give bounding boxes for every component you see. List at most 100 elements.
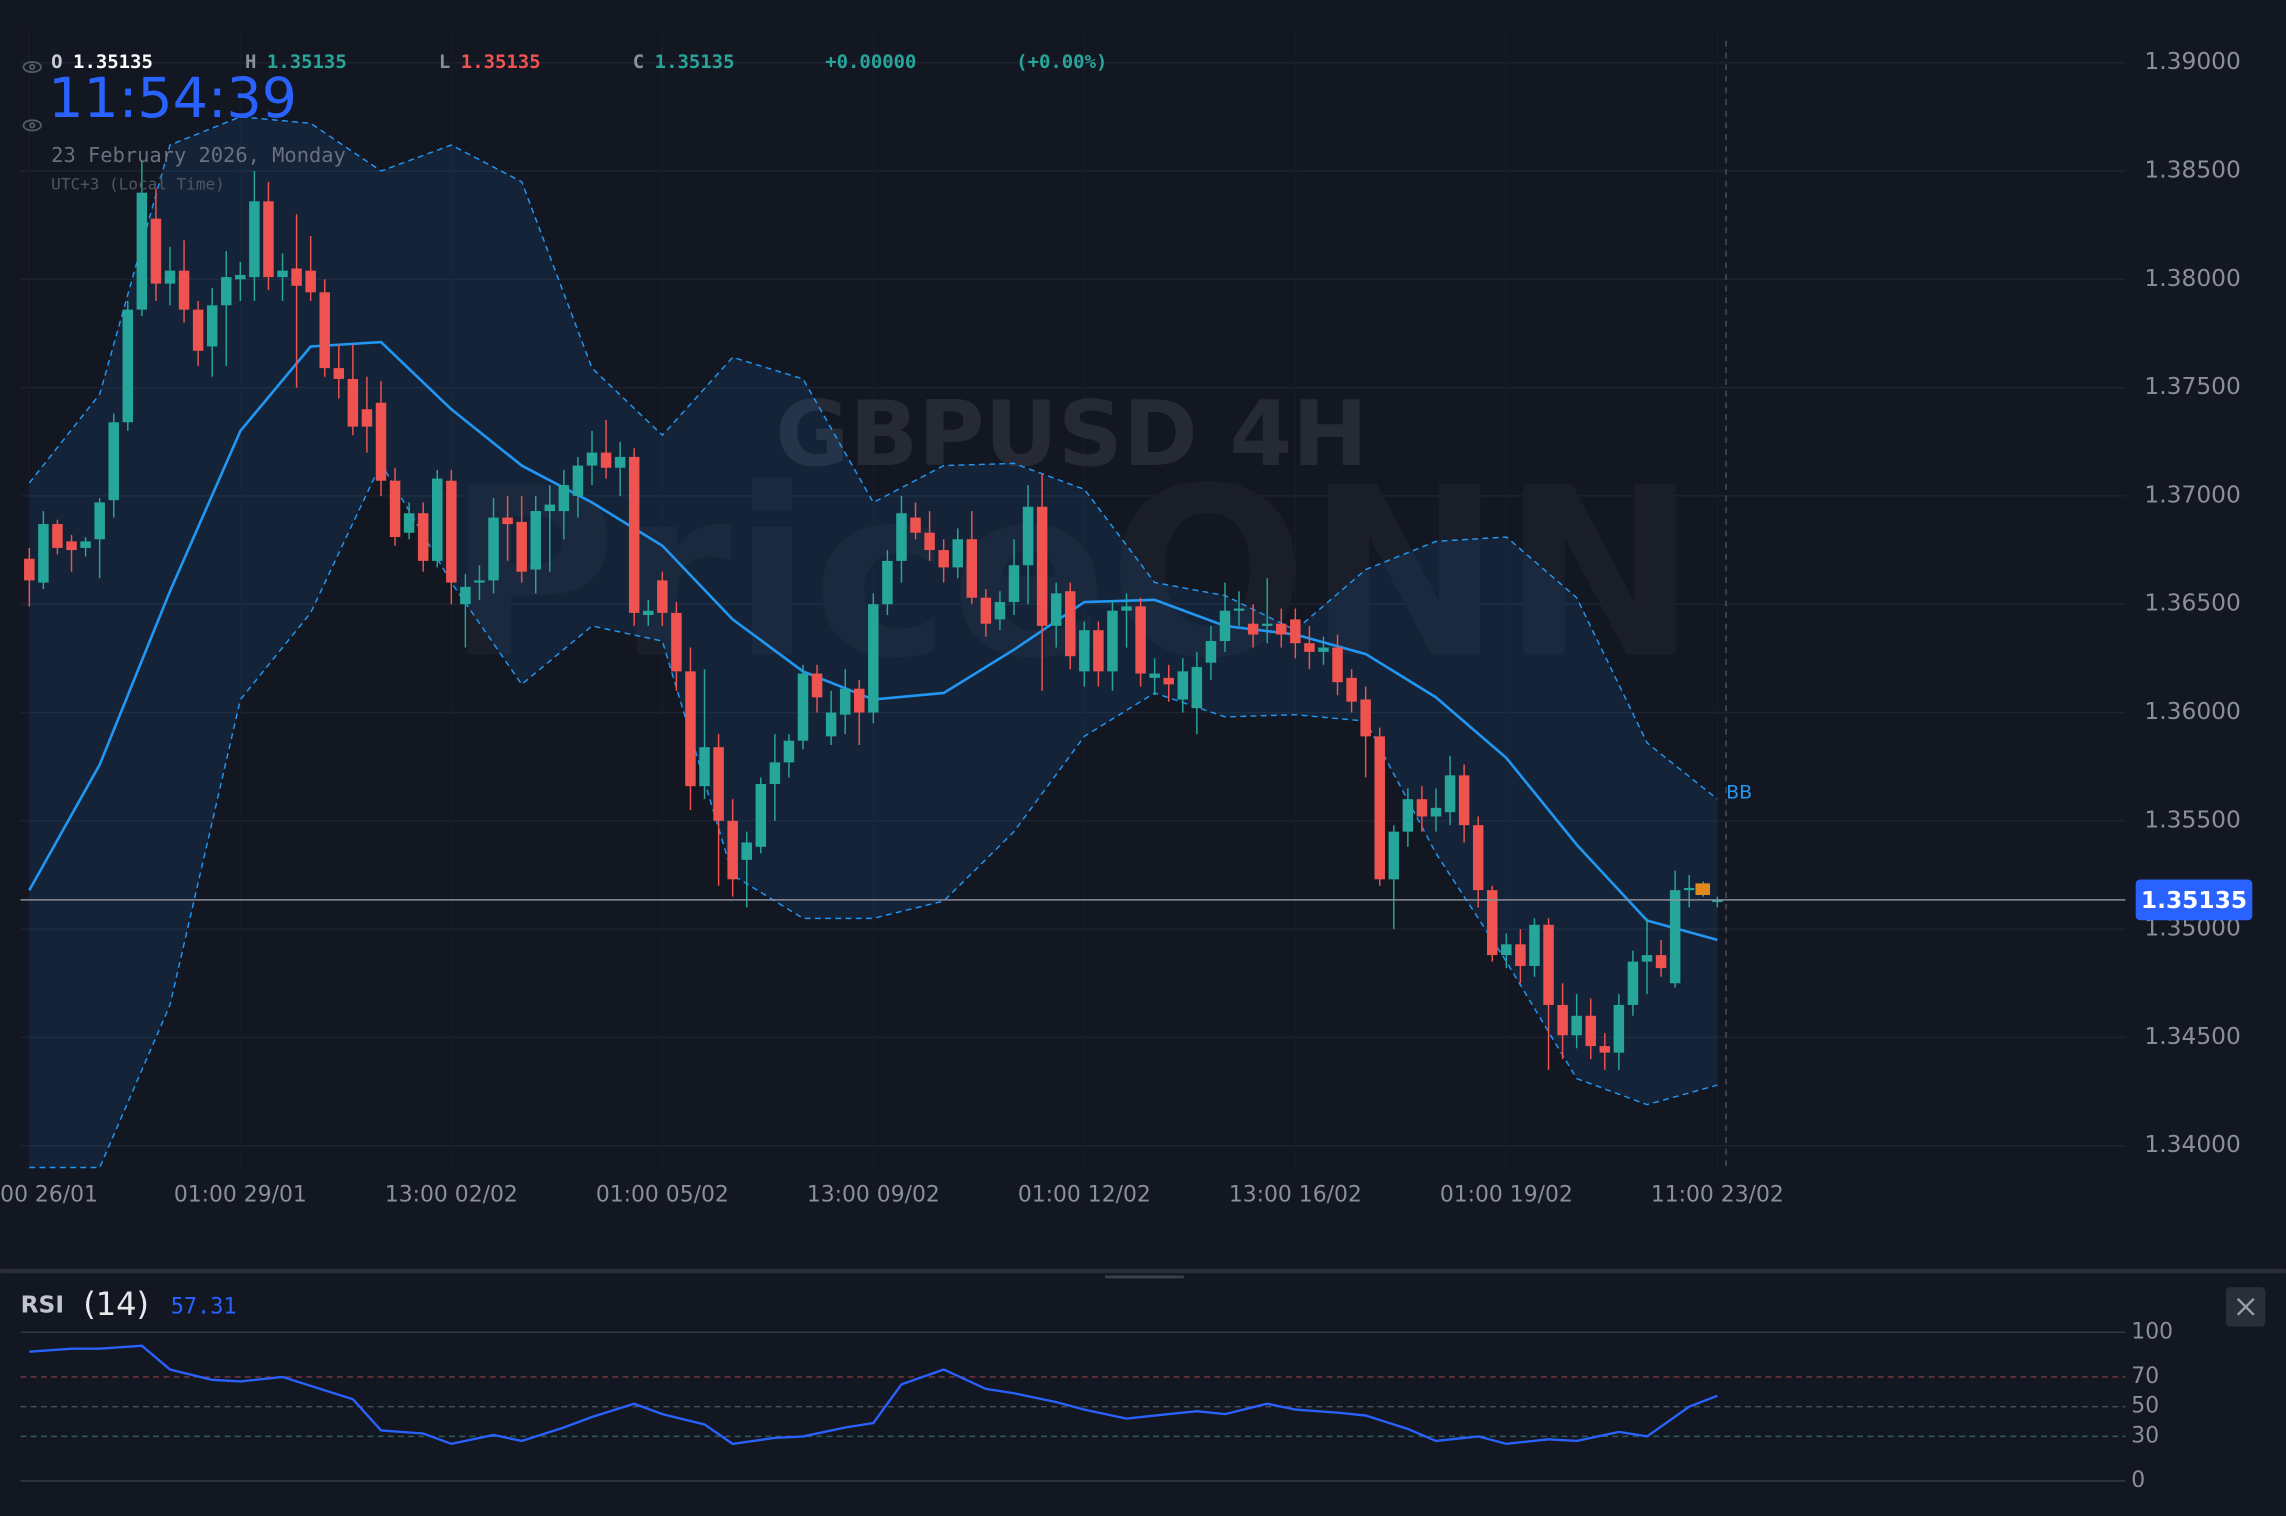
rsi-tick-label: 100 — [2131, 1319, 2173, 1344]
y-tick-label: 1.38000 — [2144, 265, 2240, 292]
x-tick-label: 01:00 12/02 — [1018, 1182, 1151, 1207]
candle-body — [952, 539, 963, 568]
candle-body — [1515, 944, 1526, 966]
candle-body — [66, 541, 77, 551]
candle-body — [1065, 591, 1076, 657]
bb-upper — [28, 116, 1718, 800]
candle-body — [1501, 944, 1512, 956]
candle-body — [305, 270, 316, 293]
date: 23 February 2026, Monday — [51, 143, 346, 167]
x-tick-label: 01:00 29/01 — [174, 1182, 307, 1207]
candle-body — [516, 521, 527, 572]
candle-body — [1571, 1015, 1582, 1036]
candle-body — [1627, 961, 1639, 1005]
candle-body — [1487, 890, 1498, 956]
candle-body — [741, 842, 752, 860]
candle-body — [80, 541, 91, 548]
candle-body — [980, 597, 992, 624]
candle-body — [1346, 677, 1357, 702]
candle-body — [713, 747, 724, 821]
candle-body — [263, 201, 274, 278]
candle-body — [1261, 623, 1273, 626]
candle-body — [1416, 799, 1428, 817]
candle-body — [643, 610, 654, 616]
candle-body — [1655, 955, 1667, 969]
x-tick-label: 13:00 16/02 — [1229, 1182, 1362, 1207]
candle-body — [291, 268, 302, 286]
candle-body — [1290, 619, 1301, 644]
candle-body — [1177, 671, 1189, 700]
ohlc-label: C — [633, 51, 644, 73]
candle-body — [1712, 899, 1723, 903]
ohlc-label: H — [245, 51, 256, 73]
candle-body — [1641, 955, 1653, 962]
candle-body — [1008, 565, 1020, 603]
candle-body — [235, 274, 246, 280]
candle-body — [1388, 831, 1400, 880]
candle-body — [375, 402, 387, 481]
candle-body — [1093, 630, 1104, 672]
candle-body — [277, 270, 288, 278]
candle-body — [417, 513, 429, 561]
candle-body — [488, 517, 499, 581]
candle-body — [1613, 1004, 1625, 1053]
candle-body — [1543, 924, 1554, 1005]
marker — [1695, 883, 1711, 896]
candle-body — [854, 688, 865, 713]
clock: 11:54:39 — [48, 67, 297, 131]
rsi-name: RSI — [21, 1292, 64, 1319]
rsi-tick-label: 50 — [2131, 1394, 2159, 1419]
candle-body — [924, 532, 935, 551]
candle-body — [558, 485, 570, 512]
candle-body — [1276, 623, 1287, 635]
candle-body — [544, 504, 556, 512]
candle-body — [1191, 667, 1203, 709]
candle-body — [839, 688, 851, 715]
candle-body — [361, 409, 373, 427]
candle-body — [628, 456, 640, 613]
candle-body — [221, 277, 232, 306]
rsi-value: 57.31 — [171, 1295, 237, 1320]
rsi-tick-label: 0 — [2131, 1468, 2145, 1493]
candle-body — [1374, 736, 1385, 880]
candle-body — [910, 517, 921, 533]
eye-icon — [22, 61, 42, 132]
candle-body — [586, 452, 598, 466]
candle-body — [319, 292, 330, 369]
candle-body — [136, 192, 148, 310]
candle-body — [1050, 593, 1062, 626]
candle-body — [994, 602, 1006, 620]
rsi-period: (14) — [83, 1285, 149, 1323]
candle-body — [206, 305, 218, 347]
y-tick-label: 1.37000 — [2144, 481, 2240, 508]
candle-body — [1430, 807, 1442, 817]
candle-body — [657, 580, 668, 613]
candle-body — [24, 558, 35, 581]
candle-body — [150, 218, 162, 284]
y-tick-label: 1.38500 — [2144, 156, 2240, 183]
candle-body — [685, 671, 696, 787]
close-button[interactable] — [2226, 1287, 2266, 1327]
price-tag-label: 1.35135 — [2141, 887, 2247, 914]
candle-body — [1360, 699, 1371, 737]
candle-body — [502, 517, 513, 525]
candle-body — [614, 456, 626, 468]
ohlc-value: 1.35135 — [73, 51, 153, 73]
candle-body — [1107, 610, 1118, 672]
candle-body — [192, 309, 204, 351]
candle-body — [1036, 506, 1048, 626]
change: +0.00000 — [825, 51, 916, 73]
candle-body — [1472, 825, 1484, 891]
candle-body — [896, 513, 907, 561]
candle-body — [38, 524, 49, 583]
candle-body — [432, 478, 443, 561]
candle-body — [1599, 1046, 1611, 1053]
watermark: GBPUSD 4H — [775, 382, 1368, 487]
candle-body — [1247, 623, 1259, 635]
candle-body — [1402, 799, 1414, 832]
rsi-pane: 100 70 50 30 0 — [20, 1319, 2173, 1493]
rsi-tick-label: 70 — [2131, 1364, 2159, 1389]
candle-body — [1683, 887, 1695, 891]
y-tick-label: 1.34500 — [2144, 1023, 2240, 1050]
candle-body — [938, 550, 949, 568]
